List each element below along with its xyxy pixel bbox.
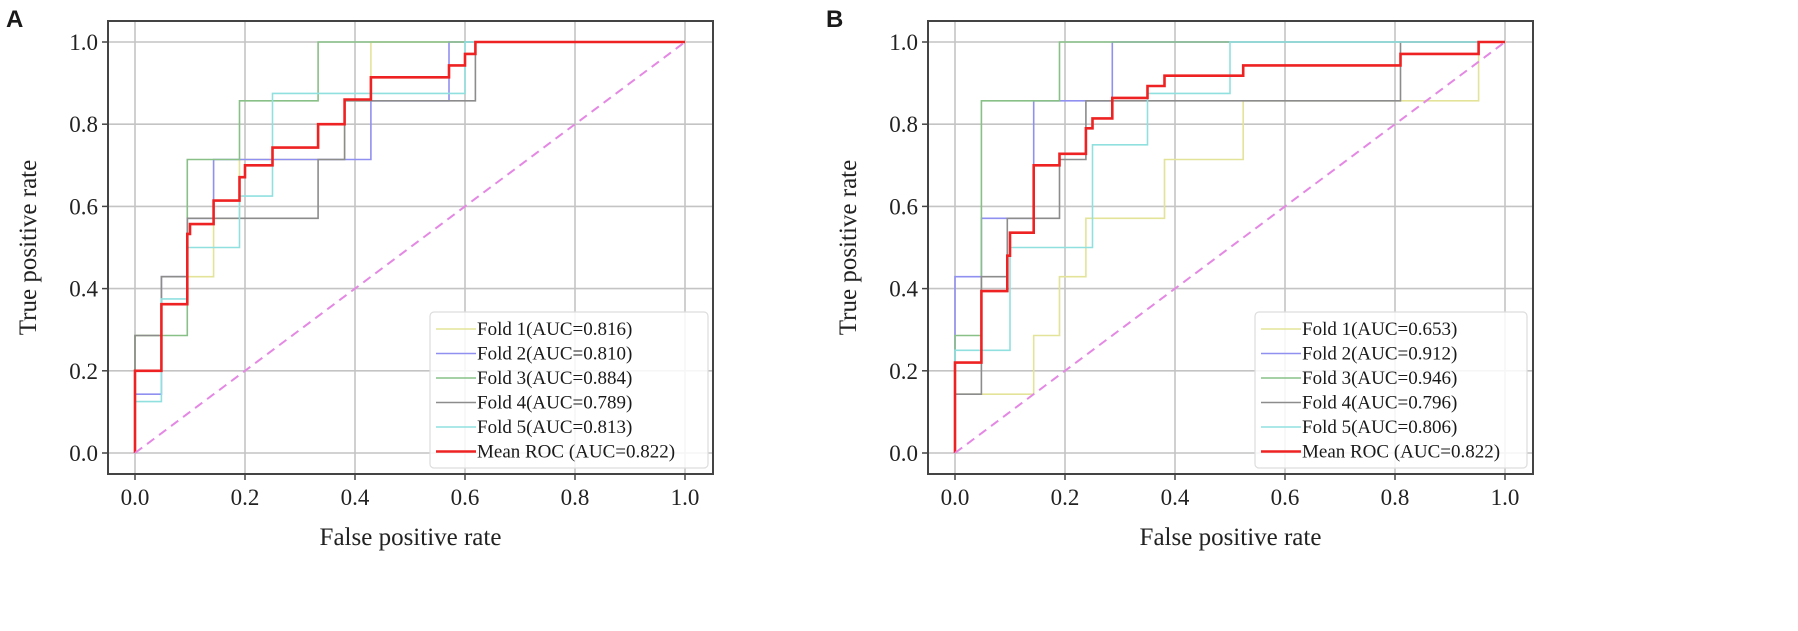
legend-entry: Fold 2(AUC=0.912) [1302, 344, 1457, 365]
y-axis-title: True positive rate [835, 160, 862, 335]
x-axis-title: False positive rate [320, 524, 502, 551]
x-tick-label: 1.0 [671, 485, 700, 510]
legend-box [1254, 311, 1528, 469]
chance-line [134, 41, 686, 454]
legend: Fold 1(AUC=0.816) Fold 2(AUC=0.810) Fold 3… [429, 311, 709, 469]
x-tick-label: 0.6 [1271, 485, 1300, 510]
series-group [953, 40, 1506, 454]
y-tick-label: 0.8 [889, 112, 918, 137]
x-tick-label: 1.0 [1491, 485, 1520, 510]
y-tick-label: 0.2 [889, 359, 918, 384]
x-tick-label: 0.2 [1051, 485, 1080, 510]
legend-entry: Fold 1(AUC=0.816) [477, 319, 632, 340]
legend-entry: Fold 2(AUC=0.810) [477, 344, 632, 365]
chance-line [954, 41, 1506, 454]
y-tick-label: 0.2 [69, 359, 98, 384]
y-tick-label: 0.6 [69, 194, 98, 219]
legend-entry: Fold 1(AUC=0.653) [1302, 319, 1457, 340]
plot-frame [927, 20, 1534, 475]
legend-entry: Fold 5(AUC=0.806) [1302, 417, 1457, 438]
mean-roc-line [133, 40, 685, 453]
legend-entry: Fold 4(AUC=0.789) [477, 393, 632, 414]
x-tick-label: 0.0 [121, 485, 150, 510]
panel-b: B 0.0 0.2 0.4 0.6 0.8 1.0 0.0 0.2 0.4 0.6 0.8 1.0 Fa… [826, 6, 1534, 551]
y-tick-label: 0.4 [889, 277, 918, 302]
x-tick-label: 0.0 [941, 485, 970, 510]
x-axis-title: False positive rate [1140, 524, 1322, 551]
y-tick-label: 1.0 [69, 30, 98, 55]
panel-a: A 0.0 0.2 0.4 0.6 0.8 1.0 0.0 0.2 0.4 0.6 0.8 1.0 Fa… [6, 6, 714, 551]
y-tick-label: 0.0 [889, 441, 918, 466]
legend-entry: Fold 3(AUC=0.884) [477, 368, 632, 389]
fold-3-roc-line [954, 41, 1505, 453]
legend-box [429, 311, 709, 469]
legend-entry: Fold 4(AUC=0.796) [1302, 393, 1457, 414]
series-group [133, 40, 686, 454]
x-tick-label: 0.8 [561, 485, 590, 510]
y-tick-label: 0.8 [69, 112, 98, 137]
x-tick-label: 0.4 [1161, 485, 1190, 510]
panel-letter-a: A [6, 6, 23, 33]
grid [108, 21, 713, 474]
plot-frame [107, 20, 714, 475]
y-tick-label: 1.0 [889, 30, 918, 55]
legend-entry: Mean ROC (AUC=0.822) [477, 442, 675, 463]
x-tick-label: 0.2 [231, 485, 260, 510]
fold-4-roc-line [954, 41, 1505, 453]
panel-letter-b: B [826, 6, 843, 33]
mean-roc-line [953, 40, 1505, 453]
x-tick-label: 0.8 [1381, 485, 1410, 510]
y-tick-label: 0.4 [69, 277, 98, 302]
y-tick-label: 0.0 [69, 441, 98, 466]
x-tick-label: 0.4 [341, 485, 370, 510]
legend-entry: Fold 5(AUC=0.813) [477, 417, 632, 438]
legend: Fold 1(AUC=0.653) Fold 2(AUC=0.912) Fold 3… [1254, 311, 1528, 469]
legend-entry: Fold 3(AUC=0.946) [1302, 368, 1457, 389]
fold-5-roc-line [134, 41, 685, 453]
x-tick-label: 0.6 [451, 485, 480, 510]
y-tick-label: 0.6 [889, 194, 918, 219]
legend-entry: Mean ROC (AUC=0.822) [1302, 442, 1500, 463]
y-axis-title: True positive rate [15, 160, 42, 335]
